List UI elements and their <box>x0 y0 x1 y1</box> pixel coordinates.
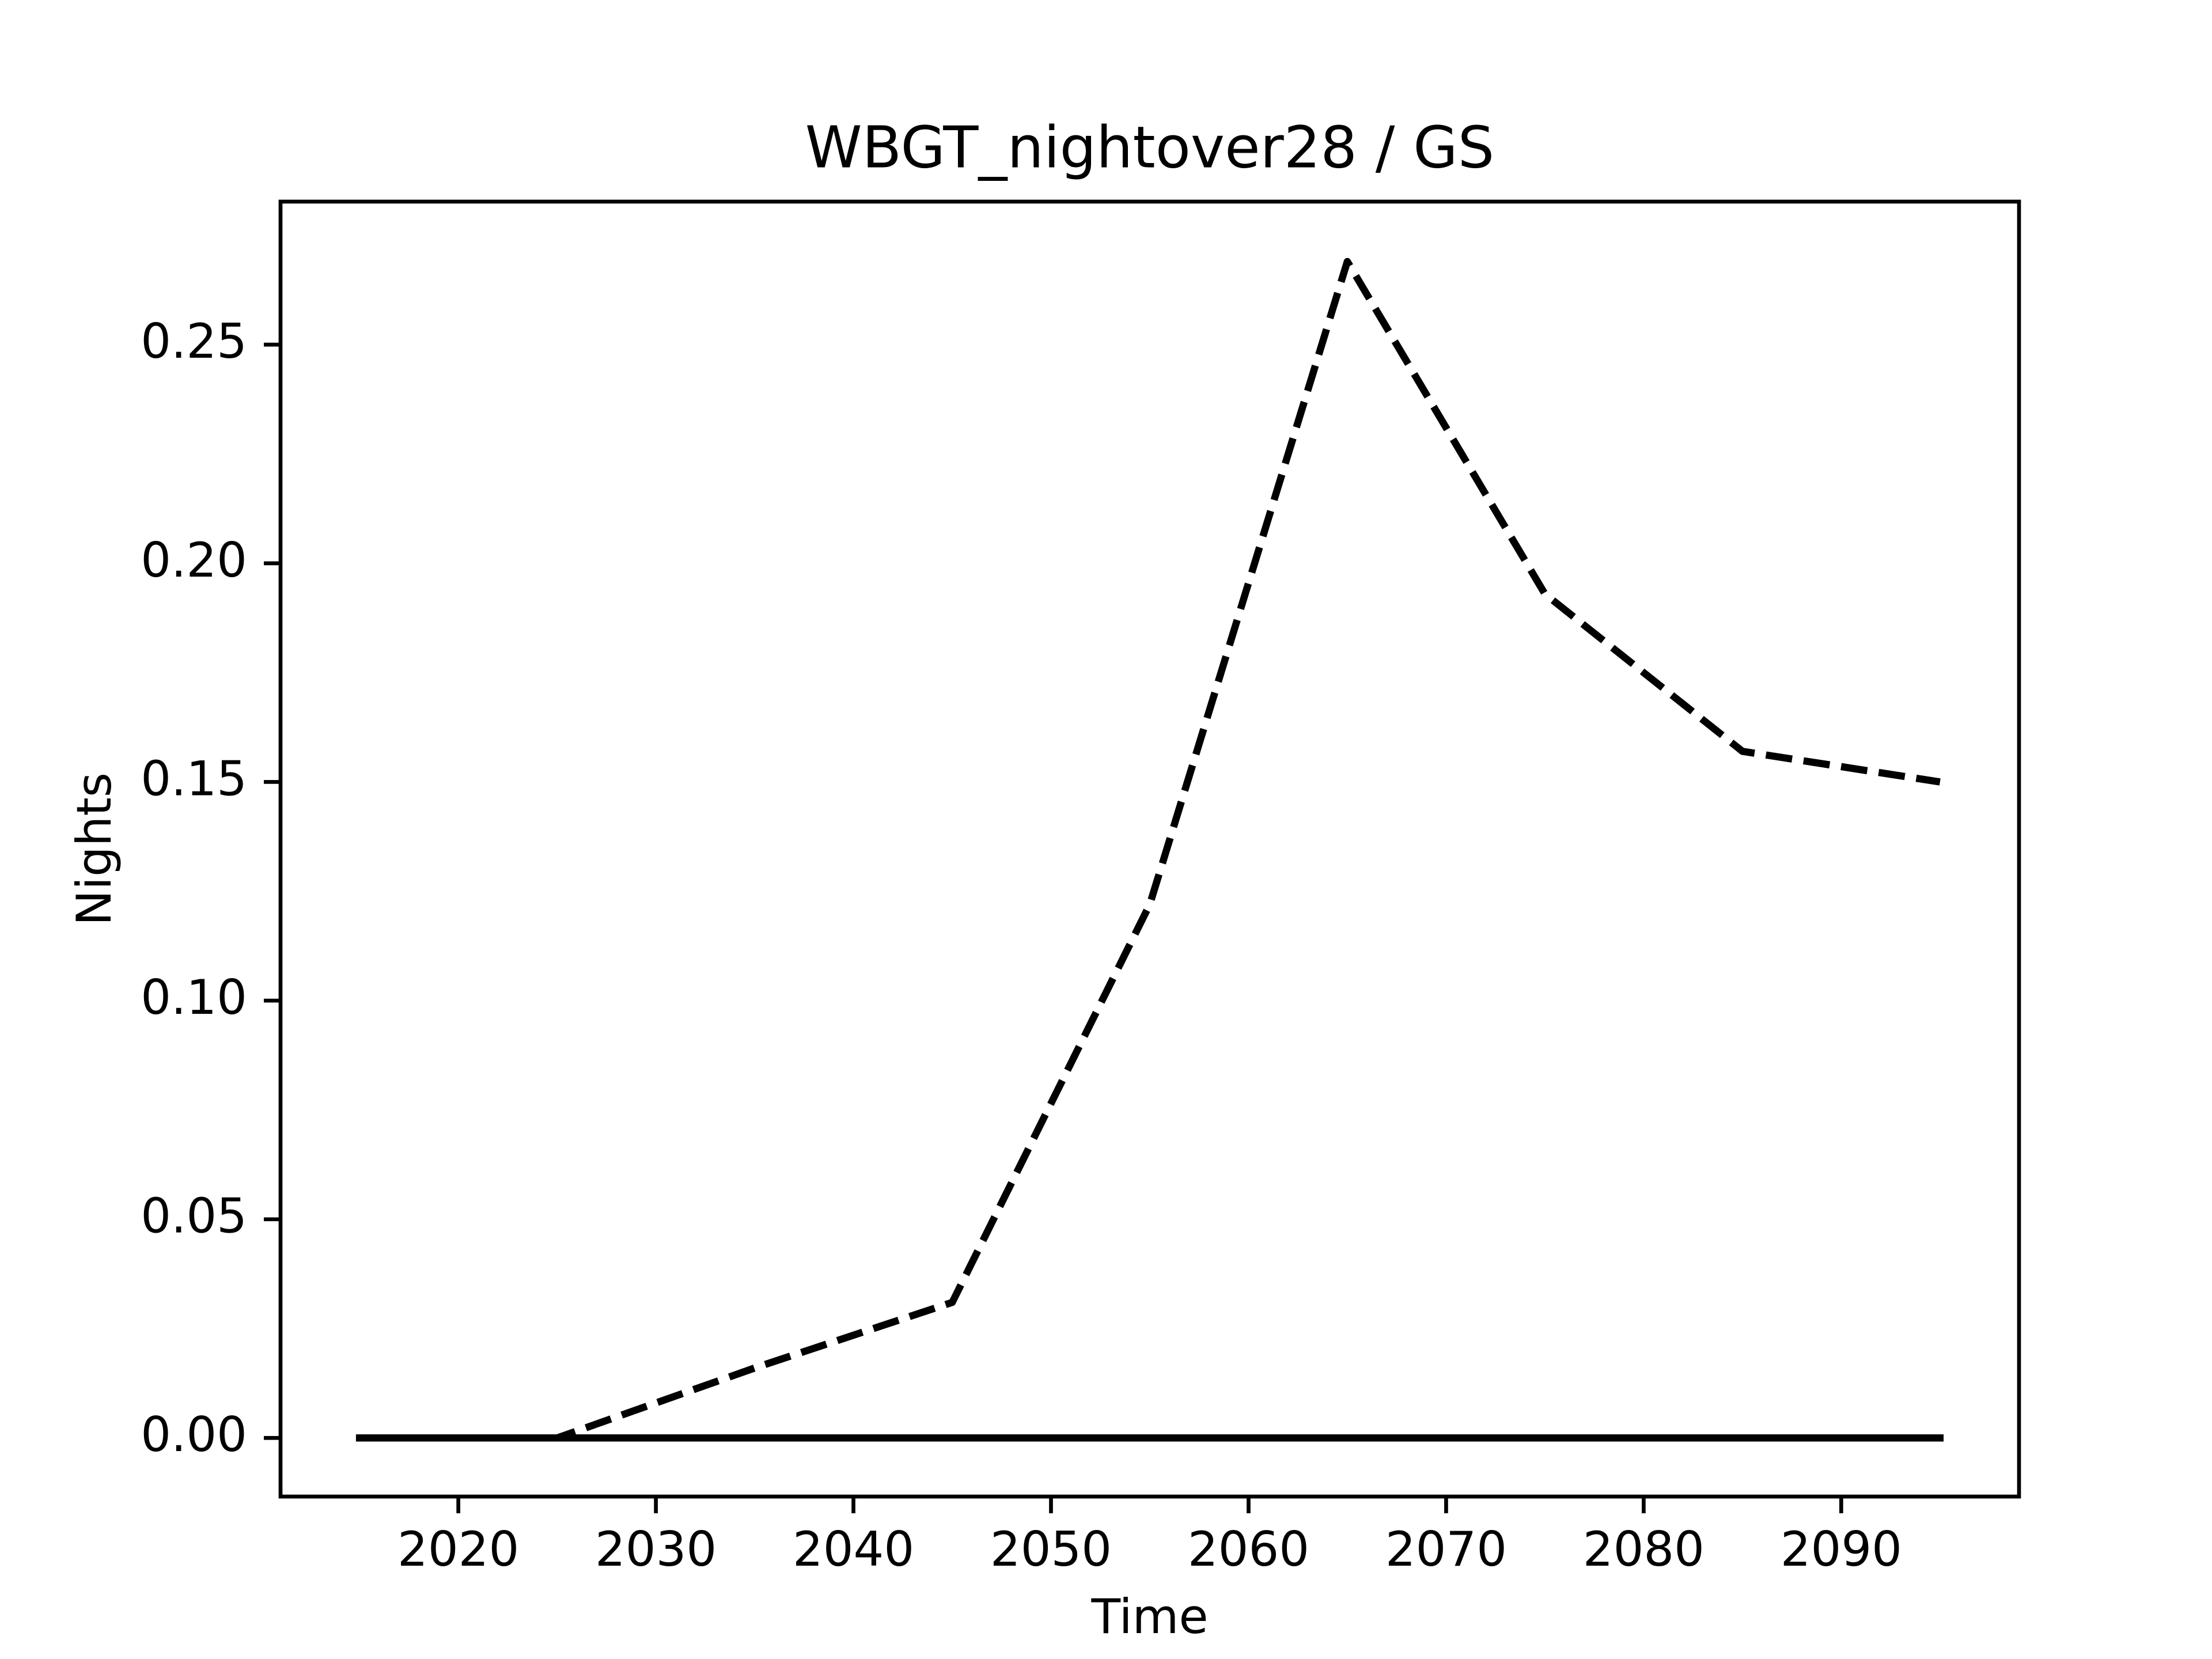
y-tick-label: 0.25 <box>141 313 247 369</box>
x-tick-label: 2040 <box>793 1521 914 1577</box>
x-tick-label: 2020 <box>397 1521 519 1577</box>
y-tick-label: 0.00 <box>141 1407 247 1463</box>
x-tick-label: 2070 <box>1385 1521 1507 1577</box>
y-tick-label: 0.20 <box>141 532 247 588</box>
axes-frame <box>278 199 2021 1499</box>
plot-area: 2020 2030 2040 2050 2060 2070 2080 2090 0.00 0.05… <box>141 199 2021 1577</box>
y-axis-label: Nights <box>66 772 122 926</box>
chart-title: WBGT_nightover28 / GS <box>805 113 1494 181</box>
x-tick-label: 2090 <box>1781 1521 1902 1577</box>
x-tick-label: 2050 <box>990 1521 1112 1577</box>
x-tick-label: 2030 <box>595 1521 717 1577</box>
x-axis-label: Time <box>1090 1589 1208 1645</box>
y-tick-label: 0.05 <box>141 1188 247 1244</box>
x-tick-label: 2060 <box>1188 1521 1309 1577</box>
line-series <box>359 257 1941 1442</box>
y-tick-label: 0.10 <box>141 969 247 1025</box>
y-tick-label: 0.15 <box>141 751 247 806</box>
x-tick-label: 2080 <box>1583 1521 1705 1577</box>
